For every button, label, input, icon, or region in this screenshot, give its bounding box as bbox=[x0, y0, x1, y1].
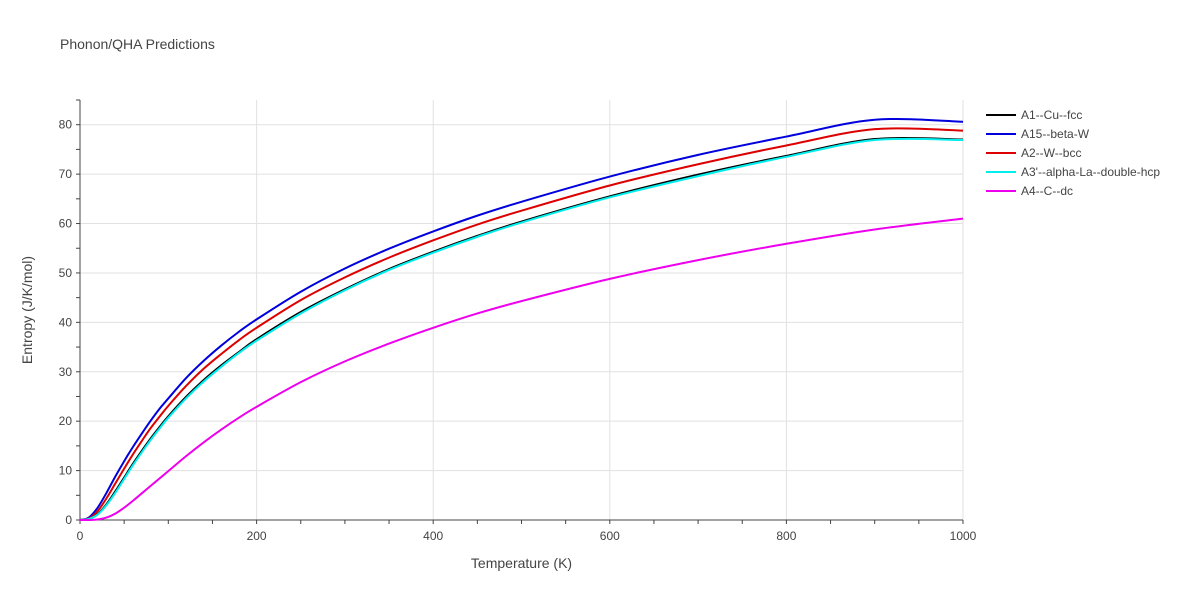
x-tick-label: 400 bbox=[423, 529, 443, 543]
x-tick-label: 800 bbox=[776, 529, 796, 543]
y-tick-label: 70 bbox=[59, 167, 73, 181]
legend-label: A2--W--bcc bbox=[1021, 146, 1081, 160]
series-line bbox=[79, 117, 964, 521]
series-line bbox=[79, 136, 964, 521]
y-tick-label: 20 bbox=[59, 414, 73, 428]
series-line bbox=[79, 217, 964, 522]
tick-labels: 0 200 400 600 800 1000 0 10 20 30 40 50 60 70 80 bbox=[59, 118, 977, 543]
y-tick-label: 10 bbox=[59, 464, 73, 478]
axes bbox=[76, 99, 964, 524]
x-tick-label: 0 bbox=[77, 529, 84, 543]
series-layer bbox=[79, 117, 964, 522]
series-line bbox=[79, 127, 964, 521]
grid bbox=[80, 100, 964, 520]
y-tick-label: 50 bbox=[59, 266, 73, 280]
series-line bbox=[79, 137, 964, 521]
legend-label: A15--beta-W bbox=[1021, 127, 1090, 141]
y-tick-label: 80 bbox=[59, 118, 73, 132]
y-tick-label: 0 bbox=[65, 513, 72, 527]
y-tick-label: 40 bbox=[59, 315, 73, 329]
x-axis-title: Temperature (K) bbox=[471, 555, 572, 571]
chart-title: Phonon/QHA Predictions bbox=[60, 36, 215, 52]
y-axis-title: Entropy (J/K/mol) bbox=[19, 256, 35, 364]
legend-label: A1--Cu--fcc bbox=[1021, 108, 1082, 122]
legend-label: A4--C--dc bbox=[1021, 184, 1073, 198]
y-tick-label: 60 bbox=[59, 217, 73, 231]
legend-label: A3'--alpha-La--double-hcp bbox=[1021, 165, 1160, 179]
legend: A1--Cu--fcc A15--beta-W A2--W--bcc A3'--alp… bbox=[986, 108, 1160, 198]
x-tick-label: 200 bbox=[247, 529, 267, 543]
y-tick-label: 30 bbox=[59, 365, 73, 379]
x-tick-label: 600 bbox=[600, 529, 620, 543]
x-tick-label: 1000 bbox=[950, 529, 977, 543]
